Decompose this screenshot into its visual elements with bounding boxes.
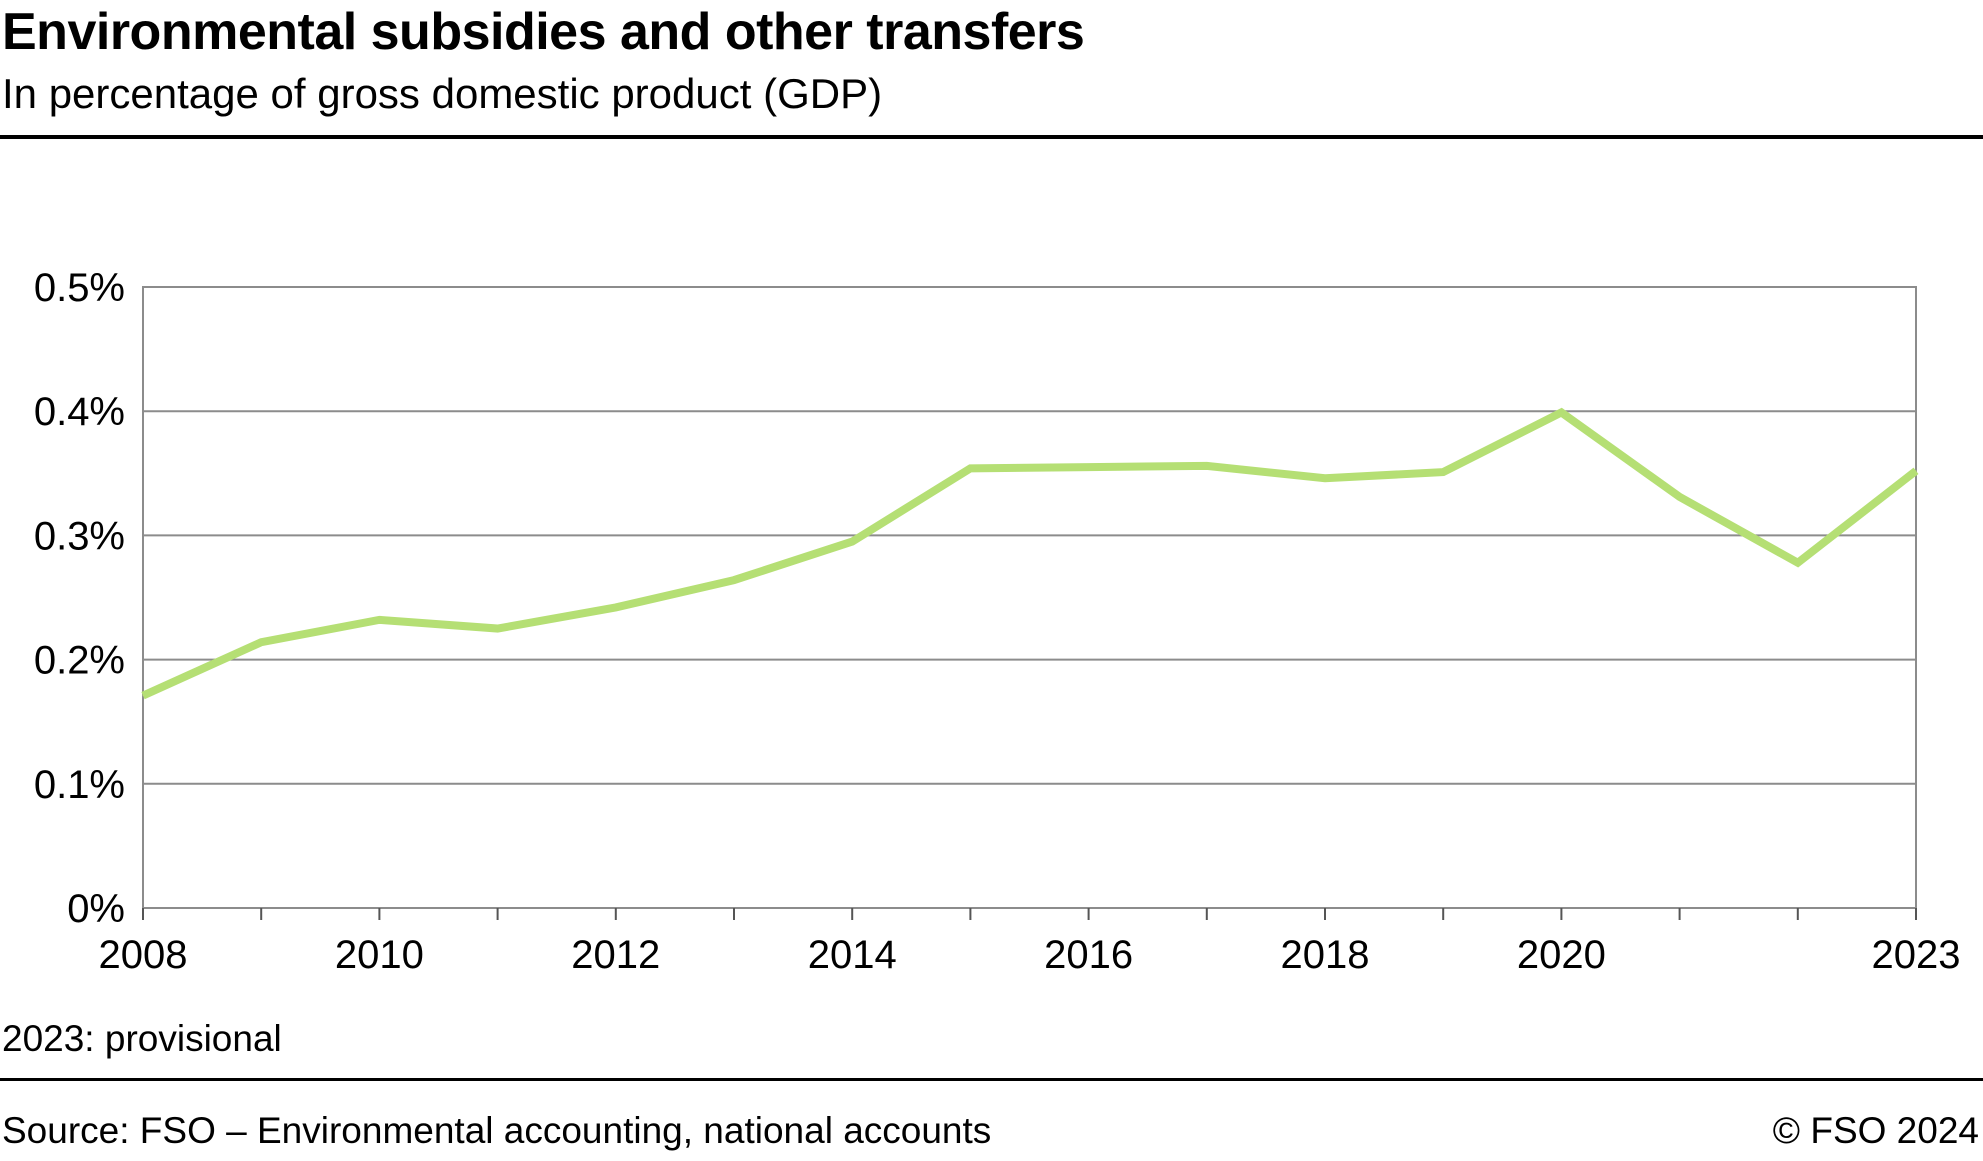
x-tick-label: 2020 [1517, 933, 1606, 977]
data-point [497, 628, 499, 630]
y-tick-label: 0.4% [34, 390, 125, 434]
x-tick-label: 2023 [1872, 933, 1961, 977]
data-point [851, 541, 853, 543]
data-point [260, 641, 262, 643]
source-text: Source: FSO – Environmental accounting, … [2, 1110, 992, 1151]
data-point [1088, 466, 1090, 468]
data-point [378, 619, 380, 621]
data-point [1324, 477, 1326, 479]
x-tick-label: 2012 [571, 933, 660, 977]
y-tick-label: 0% [67, 887, 125, 931]
x-tick-label: 2018 [1281, 933, 1370, 977]
y-tick-label: 0.2% [34, 639, 125, 683]
data-point [733, 579, 735, 581]
data-point [1797, 562, 1799, 564]
x-tick-label: 2016 [1044, 933, 1133, 977]
data-point [1679, 496, 1681, 498]
copyright-text: © FSO 2024 [1772, 1110, 1979, 1151]
data-point [1442, 471, 1444, 473]
y-tick-label: 0.5% [34, 266, 125, 310]
header-divider [0, 135, 1983, 139]
footer-divider [0, 1078, 1983, 1081]
chart-title: Environmental subsidies and other transf… [2, 3, 1085, 61]
line-chart: 0% 0.1% 0.2% 0.3% 0.4% 0.5% 2008 2010 2012 2014 20… [34, 266, 1961, 977]
data-point [969, 467, 971, 469]
x-tick-label: 2014 [808, 933, 897, 977]
y-tick-label: 0.3% [34, 514, 125, 558]
plot-frame [142, 286, 1917, 909]
series-line [141, 407, 1919, 700]
x-tick-label: 2010 [335, 933, 424, 977]
data-point [1915, 470, 1917, 472]
data-point [615, 606, 617, 608]
data-point [1560, 411, 1562, 413]
provisional-note: 2023: provisional [2, 1018, 282, 1059]
data-point [1206, 465, 1208, 467]
data-point [142, 695, 144, 697]
x-tick-label: 2008 [99, 933, 188, 977]
chart-subtitle: In percentage of gross domestic product … [2, 70, 883, 117]
y-tick-label: 0.1% [34, 763, 125, 807]
